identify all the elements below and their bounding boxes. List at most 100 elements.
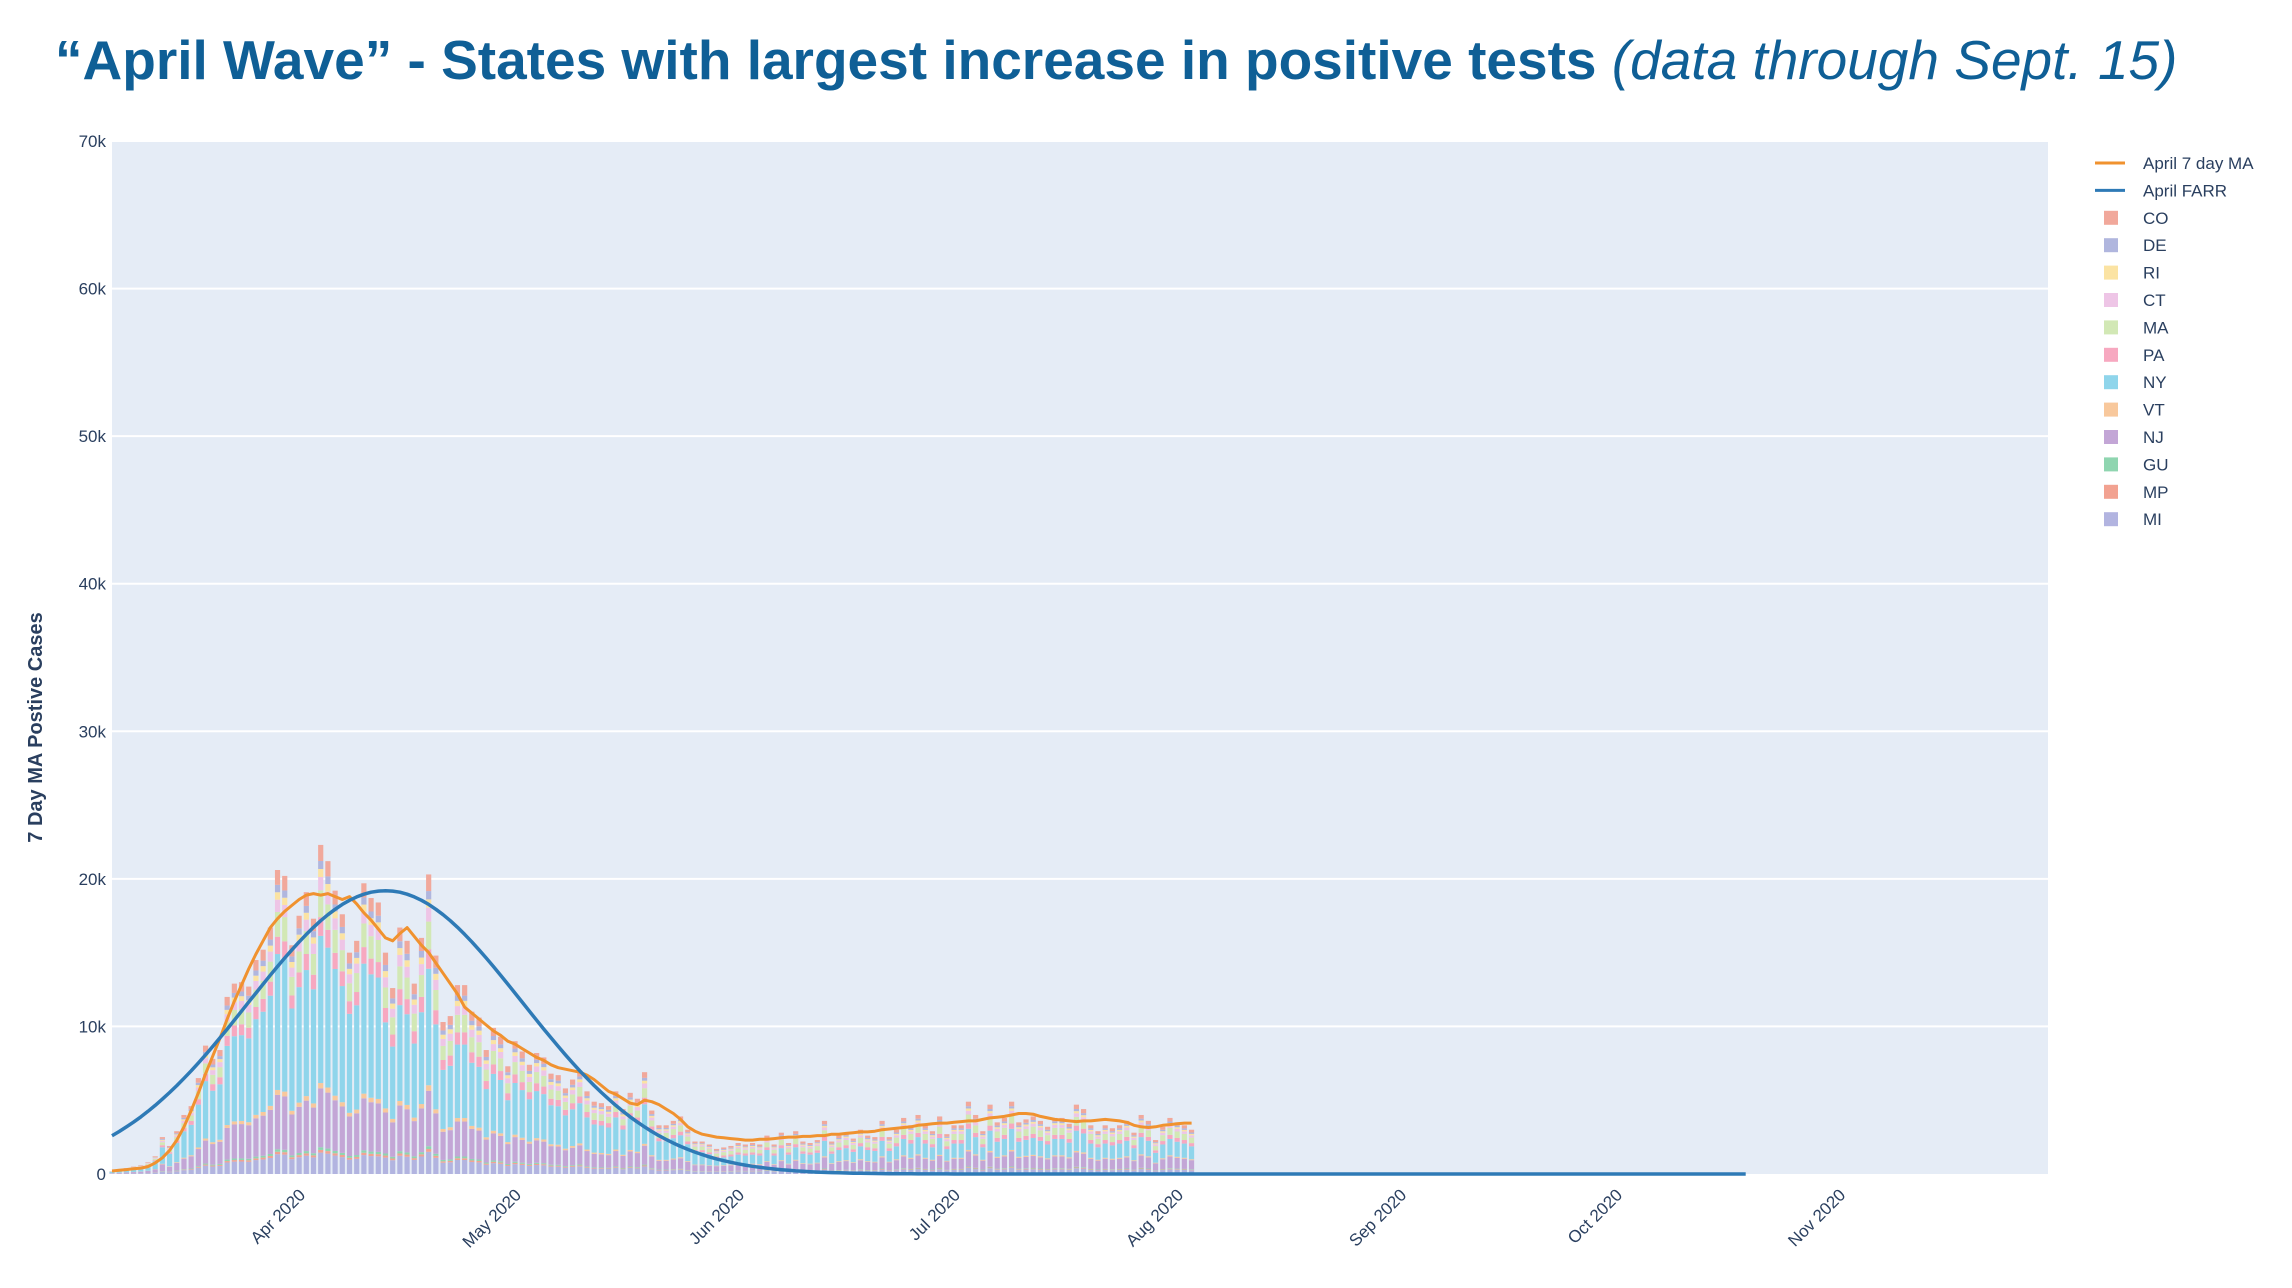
- legend-item-april-7-day-ma[interactable]: April 7 day MA: [2095, 154, 2254, 173]
- legend-item-ct[interactable]: CT: [2104, 291, 2166, 310]
- x-tick-label: Sep 2020: [1345, 1185, 1410, 1250]
- bar-segment-ct: [512, 1055, 518, 1063]
- bar-segment-mi: [706, 1171, 712, 1174]
- bar-segment-vt: [987, 1150, 993, 1153]
- legend-label: MA: [2143, 318, 2169, 337]
- bar-segment-nj: [238, 1124, 245, 1159]
- bar-segment-vt: [965, 1149, 972, 1152]
- bar-segment-nj: [1138, 1155, 1144, 1168]
- bar-segment-vt: [1152, 1162, 1159, 1164]
- bar-segment-pa: [526, 1092, 533, 1100]
- bar-segment-mp: [390, 1158, 396, 1161]
- bar-segment-ma: [310, 953, 317, 975]
- bar-segment-ri: [944, 1137, 950, 1140]
- bar-segment-vt: [1059, 1155, 1065, 1157]
- bar-segment-mi: [332, 1155, 338, 1174]
- bar-segment-pa: [1174, 1137, 1180, 1142]
- bar-segment-co: [807, 1143, 813, 1145]
- legend[interactable]: April 7 day MA April FARR CO DE RI CT MA PA NY VT…: [2095, 154, 2254, 529]
- bar-segment-nj: [310, 1107, 317, 1154]
- bar-segment-vt: [339, 1102, 345, 1107]
- bar-segment-ny: [1188, 1146, 1195, 1160]
- bar-segment-nj: [145, 1170, 151, 1174]
- bar-segment-de: [274, 884, 281, 893]
- bar-segment-ma: [440, 1045, 446, 1061]
- bar-segment-vt: [368, 1097, 374, 1103]
- bar-segment-mi: [253, 1160, 259, 1174]
- bar-segment-ri: [591, 1107, 597, 1110]
- bar-segment-mp: [627, 1167, 633, 1168]
- legend-item-pa[interactable]: PA: [2104, 346, 2165, 365]
- legend-item-mp[interactable]: MP: [2104, 483, 2169, 502]
- legend-item-april-farr[interactable]: April FARR: [2095, 181, 2227, 200]
- legend-swatch: [2104, 210, 2118, 225]
- y-tick-label: 50k: [79, 427, 107, 446]
- bar-segment-vt: [519, 1137, 525, 1140]
- bar-segment-pa: [188, 1121, 194, 1125]
- bar-segment-ri: [1088, 1129, 1094, 1132]
- bar-segment-de: [821, 1124, 828, 1126]
- bar-segment-mp: [641, 1165, 648, 1167]
- bar-segment-vt: [1030, 1154, 1036, 1157]
- legend-item-gu[interactable]: GU: [2104, 455, 2169, 474]
- bar-segment-pa: [843, 1145, 849, 1149]
- bar-segment-nj: [886, 1162, 892, 1171]
- bar-segment-mi: [526, 1165, 533, 1174]
- bar-segment-ma: [958, 1133, 964, 1141]
- bar-segment-ma: [879, 1130, 885, 1137]
- bar-segment-gu: [433, 1153, 439, 1156]
- bar-segment-pa: [274, 936, 281, 955]
- bar-segment-nj: [987, 1152, 993, 1167]
- legend-item-ny[interactable]: NY: [2104, 373, 2167, 392]
- bar-segment-de: [771, 1146, 777, 1148]
- bar-segment-ri: [814, 1143, 820, 1145]
- bar-segment-ct: [202, 1058, 209, 1064]
- bar-segment-pa: [771, 1153, 777, 1156]
- bar-segment-ri: [1045, 1131, 1051, 1133]
- bar-segment-ma: [994, 1131, 1000, 1138]
- bar-segment-ri: [965, 1108, 972, 1111]
- bar-segment-gu: [562, 1166, 569, 1167]
- bar-segment-co: [1160, 1126, 1166, 1130]
- bar-segment-ma: [807, 1148, 813, 1153]
- legend-item-mi[interactable]: MI: [2104, 510, 2162, 529]
- bar-segment-vt: [613, 1149, 619, 1152]
- bar-segment-de: [742, 1146, 748, 1148]
- bar-segment-nj: [375, 1103, 381, 1152]
- bar-segment-gu: [1073, 1166, 1079, 1168]
- bar-segment-ny: [951, 1143, 957, 1158]
- bar-segment-vt: [274, 1089, 281, 1095]
- bar-segment-gu: [505, 1164, 511, 1166]
- legend-item-co[interactable]: CO: [2104, 209, 2169, 228]
- bar-segment-ma: [584, 1104, 590, 1113]
- bar-segment-mi: [577, 1166, 583, 1174]
- bar-segment-nj: [591, 1153, 597, 1168]
- bar-segment-de: [836, 1138, 842, 1140]
- legend-item-vt[interactable]: VT: [2104, 401, 2165, 420]
- bar-segment-ny: [166, 1153, 173, 1167]
- bar-segment-ny: [188, 1124, 194, 1156]
- legend-item-de[interactable]: DE: [2104, 236, 2167, 255]
- legend-item-ri[interactable]: RI: [2104, 264, 2160, 283]
- bar-segment-ri: [865, 1139, 871, 1141]
- bar-segment-pa: [282, 941, 288, 959]
- bar-segment-co: [915, 1114, 921, 1119]
- bar-segment-ny: [555, 1106, 561, 1145]
- bar-segment-nj: [584, 1151, 590, 1167]
- bar-segment-ri: [807, 1145, 813, 1147]
- bar-segment-co: [706, 1144, 712, 1147]
- bar-segment-ny: [908, 1143, 914, 1158]
- bar-segment-ma: [1059, 1127, 1065, 1135]
- bar-segment-nj: [1016, 1157, 1022, 1169]
- bar-segment-nj: [318, 1088, 324, 1148]
- legend-item-ma[interactable]: MA: [2104, 318, 2169, 337]
- bar-segment-ny: [656, 1141, 662, 1160]
- bar-segment-ny: [231, 1036, 237, 1122]
- bar-segment-vt: [1174, 1156, 1180, 1158]
- bar-segment-nj: [1152, 1163, 1159, 1171]
- bar-segment-co: [1030, 1116, 1036, 1121]
- bar-segment-gu: [519, 1162, 525, 1164]
- bar-segment-ma: [238, 1008, 245, 1025]
- legend-item-nj[interactable]: NJ: [2104, 428, 2164, 447]
